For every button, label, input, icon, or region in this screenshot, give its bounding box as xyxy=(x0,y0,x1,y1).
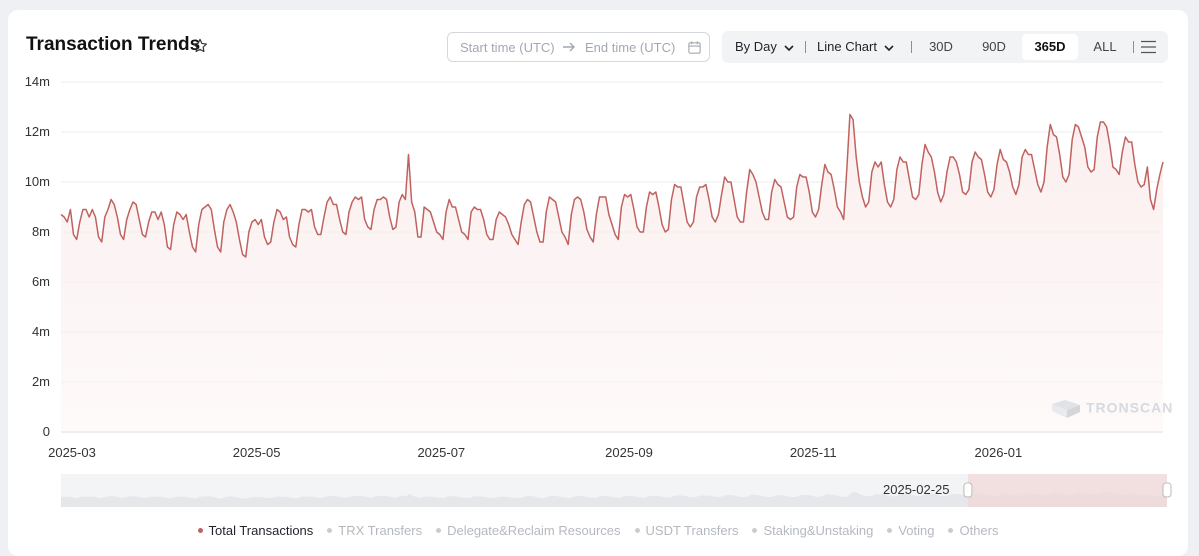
star-icon[interactable] xyxy=(191,37,209,55)
start-time-input[interactable]: Start time (UTC) xyxy=(460,40,555,55)
legend-label: TRX Transfers xyxy=(338,523,423,538)
legend-dot xyxy=(887,528,893,534)
legend-dot xyxy=(634,528,640,534)
chart-controls: By Day Line Chart 30D 90D 365D ALL xyxy=(722,31,1168,63)
chart-type-dropdown[interactable]: Line Chart xyxy=(817,31,895,63)
data-zoom-start-handle[interactable] xyxy=(963,482,973,498)
legend-dot xyxy=(436,528,442,534)
legend-dot xyxy=(197,528,203,534)
divider xyxy=(1133,41,1134,53)
legend-item[interactable]: Total Transactions xyxy=(197,523,314,538)
legend-dot xyxy=(752,528,758,534)
interval-label: By Day xyxy=(735,39,777,54)
tronscan-logo-icon xyxy=(1052,400,1080,418)
legend-item[interactable]: Delegate&Reclaim Resources xyxy=(436,523,621,538)
y-tick-label: 2m xyxy=(32,374,50,389)
x-tick-label: 2025-11 xyxy=(790,445,837,460)
x-tick-label: 2025-07 xyxy=(417,445,465,460)
line-chart[interactable]: 0 2m 4m 6m 8m 10m 12m 14m 2025-03 2025-05 2025-07 2… xyxy=(8,10,1188,520)
range-90d-button[interactable]: 90D xyxy=(982,39,1006,54)
legend-item[interactable]: TRX Transfers xyxy=(327,523,422,538)
watermark: TRONSCAN xyxy=(1050,398,1173,420)
x-tick-label: 2026-01 xyxy=(975,445,1023,460)
arrow-right-icon xyxy=(561,39,577,58)
menu-icon[interactable] xyxy=(1141,40,1156,54)
interval-dropdown[interactable]: By Day xyxy=(735,31,795,63)
y-tick-label: 4m xyxy=(32,324,50,339)
legend-item[interactable]: Staking&Unstaking xyxy=(752,523,873,538)
range-365d-button[interactable]: 365D xyxy=(1022,34,1078,60)
legend-label: Voting xyxy=(898,523,935,538)
page-title: Transaction Trends xyxy=(26,34,201,55)
data-zoom-start-label: 2025-02-25 xyxy=(883,482,950,497)
transaction-trends-card: Transaction Trends Start time (UTC) End … xyxy=(8,10,1188,556)
x-tick-label: 2025-09 xyxy=(605,445,653,460)
series-line-total-transactions xyxy=(60,113,1164,258)
series-area xyxy=(61,114,1163,432)
x-tick-label: 2025-03 xyxy=(48,445,96,460)
watermark-text: TRONSCAN xyxy=(1086,399,1174,416)
range-30d-button[interactable]: 30D xyxy=(929,39,953,54)
y-tick-label: 8m xyxy=(32,224,50,239)
legend-item[interactable]: Voting xyxy=(887,523,934,538)
legend-item[interactable]: Others xyxy=(948,523,998,538)
data-zoom-window xyxy=(967,474,1167,507)
y-tick-label: 0 xyxy=(43,424,50,439)
divider xyxy=(805,41,806,53)
legend-label: Others xyxy=(959,523,999,538)
legend-dot xyxy=(948,528,954,534)
calendar-icon[interactable] xyxy=(687,40,702,58)
end-time-input[interactable]: End time (UTC) xyxy=(585,40,676,55)
legend-label: USDT Transfers xyxy=(645,523,739,538)
legend-label: Staking&Unstaking xyxy=(763,523,874,538)
y-tick-label: 14m xyxy=(25,74,50,89)
data-zoom-preview xyxy=(61,492,1167,507)
y-tick-label: 6m xyxy=(32,274,50,289)
legend-dot xyxy=(327,528,333,534)
data-zoom-end-handle[interactable] xyxy=(1162,482,1172,498)
chevron-down-icon xyxy=(784,44,794,51)
chart-type-label: Line Chart xyxy=(817,39,877,54)
legend-item[interactable]: USDT Transfers xyxy=(634,523,739,538)
y-tick-label: 12m xyxy=(25,124,50,139)
date-range-picker[interactable]: Start time (UTC) End time (UTC) xyxy=(447,32,710,62)
chevron-down-icon xyxy=(884,44,894,51)
divider xyxy=(911,41,912,53)
x-tick-label: 2025-05 xyxy=(233,445,281,460)
range-all-button[interactable]: ALL xyxy=(1093,39,1117,54)
chart-legend: Total Transactions TRX Transfers Delegate&… xyxy=(8,523,1188,538)
y-tick-label: 10m xyxy=(25,174,50,189)
legend-label: Delegate&Reclaim Resources xyxy=(447,523,621,538)
legend-label: Total Transactions xyxy=(208,523,314,538)
